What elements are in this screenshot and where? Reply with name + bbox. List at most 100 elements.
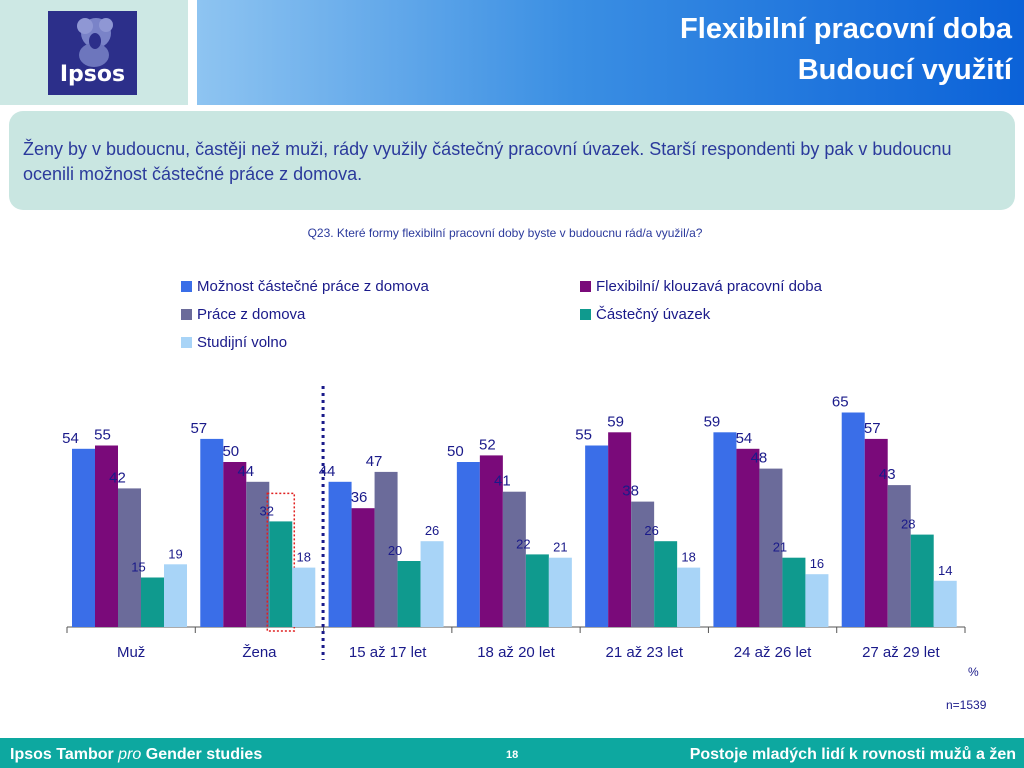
header-separator [191,0,197,105]
question-text: Q23. Které formy flexibilní pracovní dob… [307,226,703,240]
data-label: 44 [237,463,254,480]
bar [420,541,444,627]
ipsos-logo: Ipsos [48,11,137,95]
legend-swatch-2 [580,281,591,292]
data-label: 26 [644,523,658,538]
page-title-line2: Budoucí využití [797,54,1012,86]
data-label: 44 [319,463,336,480]
bar [456,462,480,627]
category-label: Muž [117,644,145,661]
footer-report-title: Postoje mladých lidí k rovnosti mužů a ž… [689,746,1016,763]
data-label: 57 [864,420,881,437]
data-label: 41 [494,473,511,490]
bar [164,564,187,627]
data-label: 42 [109,469,126,486]
legend-label-4: Částečný úvazek [596,306,711,323]
legend-item-4: Částečný úvazek [580,306,710,323]
bar [736,448,760,627]
bar [585,445,609,627]
bar [759,468,783,627]
data-label: 36 [351,489,368,506]
logo-figure-icon [77,18,113,67]
data-label: 52 [479,436,496,453]
bar [141,577,164,627]
bar [246,481,270,627]
data-label: 50 [447,443,464,460]
bar [223,462,247,627]
data-label: 28 [901,517,915,532]
legend-swatch-5 [181,337,192,348]
footer-study-part1: Ipsos Tambor [10,746,119,763]
bar-chart: 54 55 42 15 19 Muž 57 50 44 32 18 Žena 44 36 47 20 26 15 … [62,386,966,661]
bar [805,574,829,627]
legend-swatch-1 [181,281,192,292]
legend-item-5: Studijní volno [181,334,287,351]
bar [933,580,957,627]
category-label: 15 až 17 let [349,644,427,661]
category-label: 27 až 29 let [862,644,940,661]
bar [864,438,888,627]
bar [200,438,224,627]
bar [654,541,678,627]
footer-study-italic: pro [118,746,142,763]
legend-item-1: Možnost částečné práce z domova [181,278,429,295]
bar [374,471,398,627]
bar [397,561,421,627]
header: Ipsos Flexibilní pracovní doba Budoucí v… [0,0,1024,105]
bar [548,557,572,627]
bar [72,448,95,627]
summary-text: Ženy by v budoucnu, častěji než muži, rá… [23,139,952,184]
legend-item-2: Flexibilní/ klouzavá pracovní doba [580,278,822,295]
legend-item-3: Práce z domova [181,306,305,323]
data-label: 47 [366,453,383,470]
data-label: 55 [575,427,592,444]
page-number: 18 [506,749,519,761]
logo-text: Ipsos [59,62,126,87]
bar [502,491,526,627]
summary-callout: Ženy by v budoucnu, častěji než muži, rá… [9,111,1015,210]
footer-study-part2: Gender studies [141,746,263,763]
data-label: 43 [879,466,896,483]
category-label: Žena [242,644,277,661]
category-label: 24 až 26 let [734,644,812,661]
data-label: 59 [607,413,624,430]
unit-label: % [968,665,979,679]
bar [479,455,503,627]
data-label: 50 [222,443,239,460]
bar [328,481,352,627]
bar [677,567,701,627]
data-label: 54 [736,430,753,447]
bar [782,557,806,627]
highlight-box [266,492,296,632]
data-label: 32 [260,503,274,518]
legend-swatch-3 [181,309,192,320]
bar [910,534,934,627]
data-label: 22 [516,536,530,551]
data-label: 15 [131,560,145,575]
data-label: 21 [773,540,787,555]
legend-swatch-4 [580,309,591,320]
bar [841,412,865,627]
data-label: 55 [94,427,111,444]
bar [887,485,911,627]
data-label: 57 [190,420,207,437]
category-label: 21 až 23 let [606,644,684,661]
data-label: 16 [810,556,824,571]
data-label: 48 [751,450,768,467]
page-title-line1: Flexibilní pracovní doba [680,13,1012,45]
sample-size-label: n=1539 [946,698,987,712]
data-label: 18 [297,550,311,565]
data-label: 26 [425,523,439,538]
bar [608,432,632,627]
data-label: 59 [704,413,721,430]
bar [118,488,141,627]
data-label: 14 [938,563,952,578]
data-label: 19 [168,546,182,561]
bar [269,521,293,627]
data-label: 21 [553,540,567,555]
legend-label-5: Studijní volno [197,334,288,351]
logo-panel: Ipsos [0,0,188,105]
footer-study-name: Ipsos Tambor pro Gender studies [10,746,262,764]
data-label: 38 [622,483,639,500]
data-label: 20 [388,543,402,558]
